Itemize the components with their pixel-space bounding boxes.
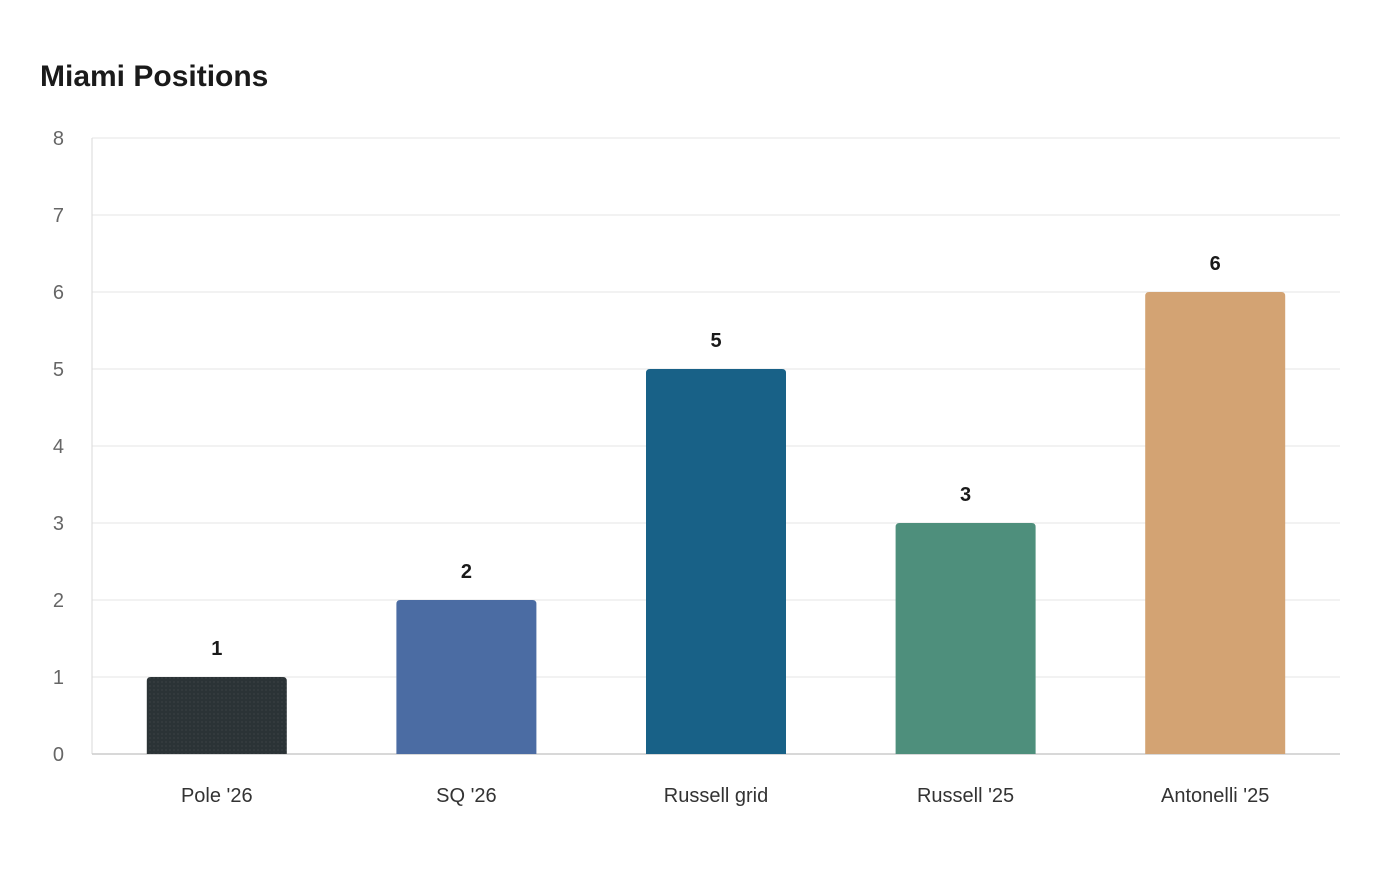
- y-tick-label: 1: [53, 667, 64, 689]
- data-label: 2: [461, 561, 472, 583]
- y-tick-label: 6: [53, 282, 64, 304]
- y-tick-label: 8: [53, 128, 64, 150]
- x-tick-label: Pole '26: [181, 785, 253, 807]
- bar-sq-26: [396, 600, 537, 754]
- y-tick-label: 4: [53, 436, 64, 458]
- data-label: 1: [211, 638, 222, 660]
- y-tick-label: 2: [53, 590, 64, 612]
- data-label: 6: [1210, 253, 1221, 275]
- y-tick-label: 0: [53, 744, 64, 766]
- x-tick-label: SQ '26: [436, 785, 497, 807]
- x-tick-label: Russell grid: [664, 785, 768, 807]
- data-label: 3: [960, 484, 971, 506]
- x-tick-label: Antonelli '25: [1161, 785, 1269, 807]
- bar-antonelli-25: [1145, 292, 1286, 754]
- y-tick-label: 5: [53, 359, 64, 381]
- bars: [146, 292, 1286, 754]
- x-tick-label: Russell '25: [917, 785, 1014, 807]
- data-label: 5: [710, 330, 721, 352]
- y-tick-label: 7: [53, 205, 64, 227]
- labels: 0 1 2 3 4 5 6 7 8 1 Pole '26 2 SQ '26 5 Russell grid 3 R…: [53, 128, 1269, 807]
- bar-russell-25: [895, 523, 1036, 754]
- chart-title: Miami Positions: [40, 60, 269, 93]
- y-tick-label: 3: [53, 513, 64, 535]
- bar-texture: [146, 677, 287, 754]
- bar-russell-grid: [646, 369, 786, 754]
